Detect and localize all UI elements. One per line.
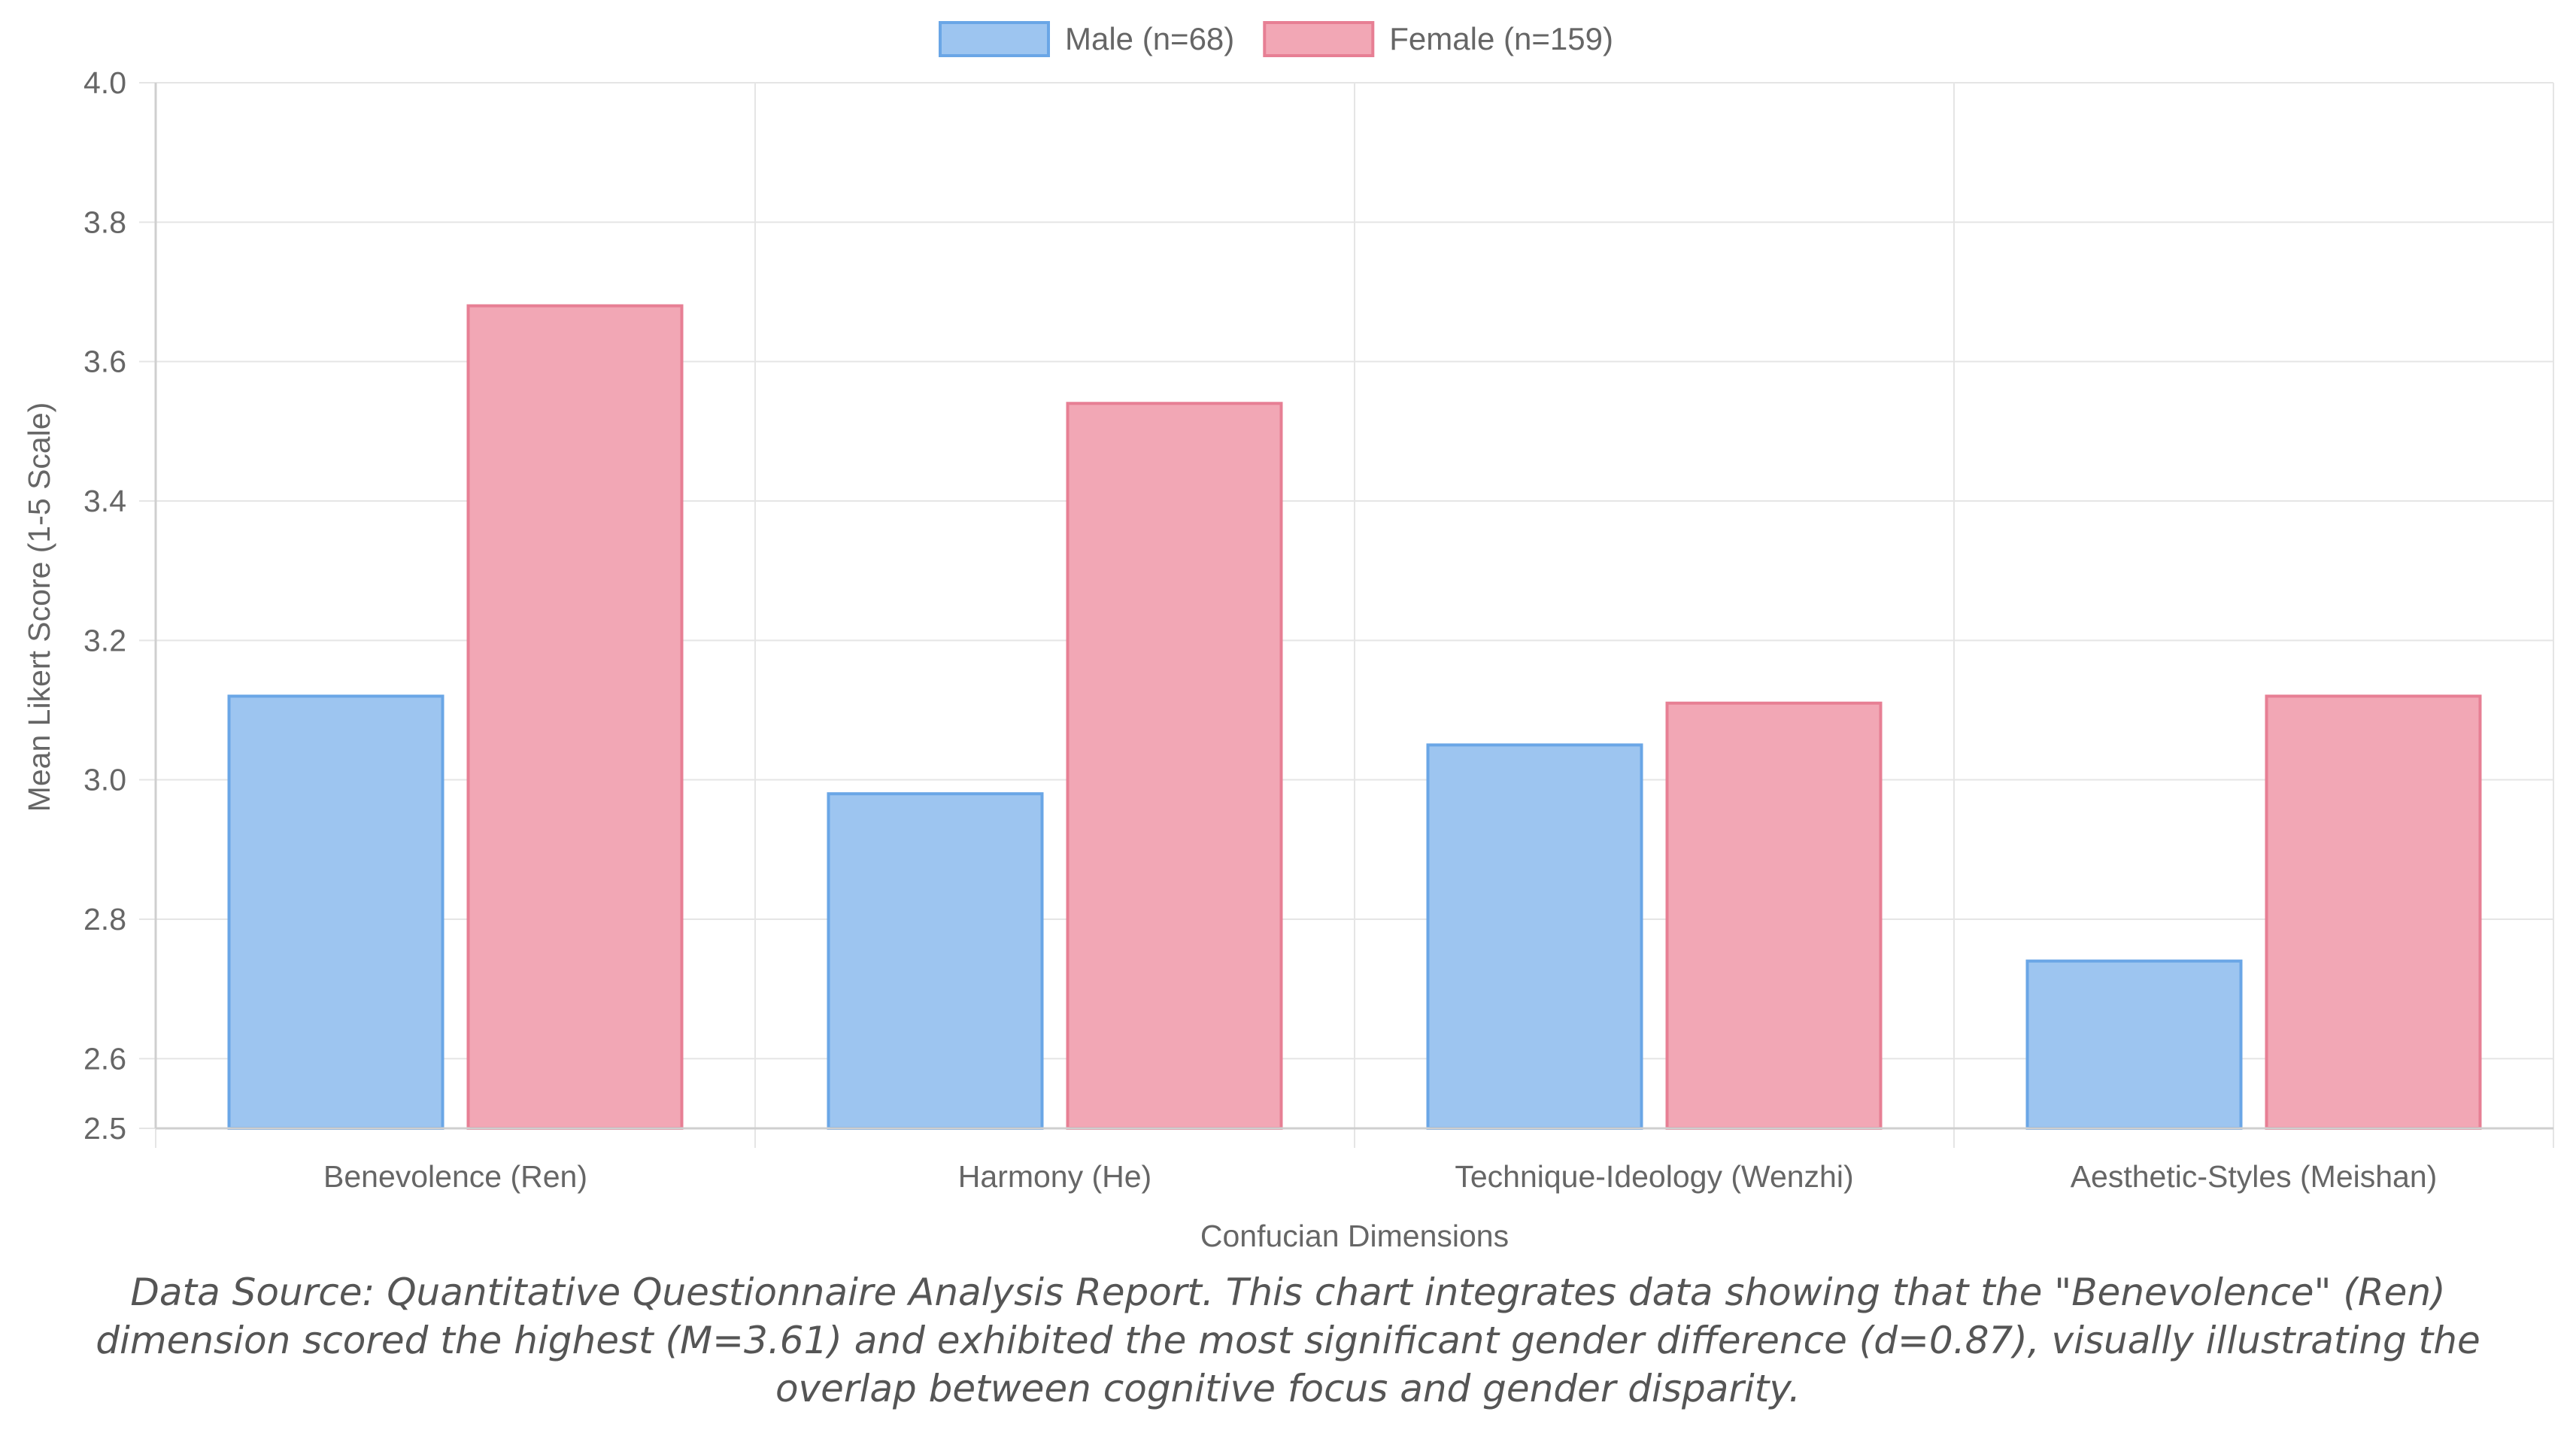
bar-female[interactable]	[1665, 701, 1883, 1130]
bar-female[interactable]	[1066, 402, 1283, 1130]
y-tick-label: 3.0	[83, 763, 126, 797]
bar-male[interactable]	[1426, 743, 1643, 1130]
y-tick-label: 3.6	[83, 345, 126, 379]
y-tick-label: 3.2	[83, 623, 126, 657]
x-tick-label: Technique-Ideology (Wenzhi)	[1455, 1159, 1853, 1194]
bar-female[interactable]	[466, 304, 684, 1130]
y-tick-label: 3.4	[83, 484, 126, 518]
x-tick-label: Harmony (He)	[958, 1159, 1151, 1194]
legend-label[interactable]: Male (n=68)	[1065, 21, 1234, 56]
bar-chart: 4.0 3.8 3.6 3.4 3.2 3.0 2.8 2.6 2.5 Benevolence (…	[22, 21, 2554, 1253]
chart-caption: Data Source: Quantitative Questionnaire …	[96, 1271, 2480, 1410]
x-tick-label: Benevolence (Ren)	[323, 1159, 587, 1194]
bar-female[interactable]	[2265, 694, 2482, 1130]
bar-male[interactable]	[827, 792, 1044, 1130]
x-axis-title: Confucian Dimensions	[1200, 1219, 1509, 1253]
legend[interactable]: Male (n=68) Female (n=159)	[939, 21, 1613, 57]
y-tick-label: 2.5	[83, 1111, 126, 1146]
legend-swatch[interactable]	[1263, 21, 1375, 57]
y-tick-label: 3.8	[83, 205, 126, 239]
x-tick-label: Aesthetic-Styles (Meishan)	[2071, 1159, 2438, 1194]
legend-label[interactable]: Female (n=159)	[1389, 21, 1613, 56]
bar-male[interactable]	[2025, 959, 2243, 1130]
y-tick-label: 4.0	[83, 65, 126, 100]
y-tick-label: 2.6	[83, 1041, 126, 1076]
axes: 4.0 3.8 3.6 3.4 3.2 3.0 2.8 2.6 2.5 Benevolence (…	[83, 65, 2553, 1194]
legend-swatch[interactable]	[939, 21, 1050, 57]
bar-male[interactable]	[227, 694, 445, 1130]
y-tick-label: 2.8	[83, 902, 126, 937]
bars	[227, 304, 2482, 1130]
y-axis-title: Mean Likert Score (1-5 Scale)	[22, 402, 56, 812]
